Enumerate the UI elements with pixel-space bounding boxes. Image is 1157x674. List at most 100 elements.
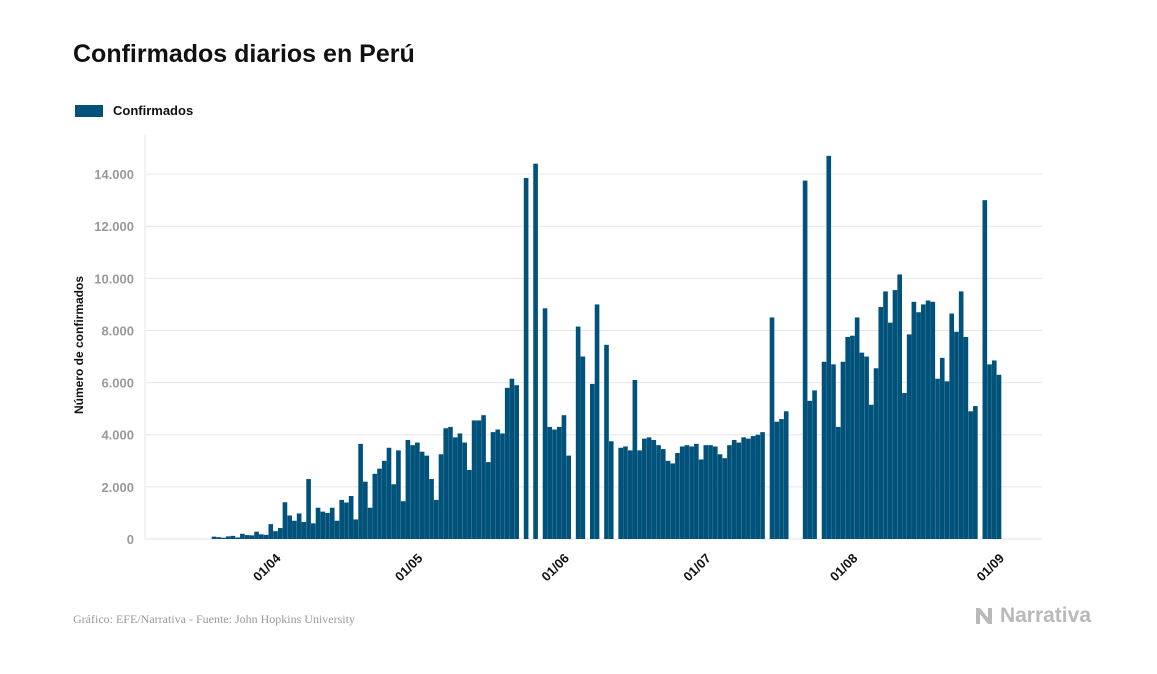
legend-swatch bbox=[75, 104, 103, 117]
bar bbox=[348, 495, 354, 539]
bar bbox=[802, 180, 808, 540]
bar bbox=[996, 374, 1002, 539]
bar bbox=[410, 445, 415, 539]
bar bbox=[249, 535, 255, 539]
source-note: Gráfico: EFE/Narrativa - Fuente: John Ho… bbox=[73, 612, 355, 626]
bar bbox=[552, 429, 557, 539]
bar bbox=[372, 473, 378, 539]
bar bbox=[405, 439, 411, 539]
narrativa-logo-icon bbox=[975, 608, 992, 624]
bar bbox=[381, 460, 387, 539]
y-tick-label: 10.000 bbox=[94, 271, 134, 286]
bar bbox=[665, 460, 671, 539]
bar bbox=[452, 437, 458, 539]
bar bbox=[991, 360, 997, 539]
bar bbox=[878, 307, 884, 539]
bar bbox=[826, 155, 832, 539]
bar bbox=[973, 406, 978, 539]
bar bbox=[590, 383, 595, 539]
bar bbox=[627, 450, 633, 539]
bar bbox=[660, 449, 666, 539]
bar bbox=[575, 326, 581, 539]
bar bbox=[916, 312, 921, 539]
bar bbox=[443, 428, 449, 539]
bar bbox=[277, 528, 283, 539]
bar bbox=[296, 513, 302, 539]
bar bbox=[911, 301, 917, 539]
bar-chart: 0 2.000 4.000 6.000 8.000 10.000 12.000 14.000 N… bbox=[72, 135, 1042, 585]
x-tick-label: 01/06 bbox=[538, 551, 572, 585]
bar bbox=[462, 442, 467, 539]
bar bbox=[230, 535, 236, 539]
bar bbox=[812, 390, 817, 539]
bar bbox=[457, 433, 463, 539]
bar bbox=[561, 415, 567, 539]
bar bbox=[646, 437, 652, 539]
bar bbox=[703, 445, 709, 539]
bar bbox=[840, 361, 846, 539]
bar bbox=[377, 468, 382, 539]
y-tick-label: 4.000 bbox=[101, 428, 134, 443]
bar bbox=[433, 499, 439, 539]
legend: Confirmados bbox=[75, 103, 193, 118]
bar bbox=[282, 502, 288, 539]
bar bbox=[637, 450, 642, 539]
bar bbox=[722, 458, 728, 539]
bar bbox=[958, 291, 964, 539]
bar bbox=[831, 364, 836, 539]
bar bbox=[367, 507, 373, 539]
bar bbox=[221, 537, 226, 539]
bar bbox=[944, 381, 950, 539]
bar bbox=[873, 368, 879, 539]
bar bbox=[258, 534, 264, 539]
bar bbox=[329, 507, 335, 539]
bar bbox=[504, 387, 510, 539]
bar bbox=[320, 511, 326, 539]
bar bbox=[679, 446, 685, 539]
bar bbox=[311, 523, 316, 539]
bar bbox=[769, 317, 775, 539]
bar bbox=[689, 446, 694, 539]
bar bbox=[225, 536, 231, 539]
bar bbox=[850, 335, 855, 539]
y-tick-label: 2.000 bbox=[101, 480, 134, 495]
bar bbox=[835, 426, 841, 539]
bar bbox=[386, 447, 392, 539]
bar bbox=[358, 443, 363, 539]
bar bbox=[954, 331, 959, 539]
bar bbox=[339, 499, 345, 539]
bar bbox=[604, 344, 609, 539]
bar bbox=[301, 522, 307, 539]
bar bbox=[892, 290, 898, 539]
bar bbox=[949, 313, 955, 539]
bar bbox=[854, 317, 860, 539]
bar bbox=[542, 308, 548, 539]
bar bbox=[755, 434, 761, 539]
bar bbox=[500, 433, 505, 539]
bar bbox=[779, 419, 784, 539]
bar bbox=[594, 304, 600, 539]
bar bbox=[244, 535, 250, 539]
bar bbox=[935, 378, 940, 539]
bar bbox=[821, 361, 827, 539]
bar bbox=[292, 520, 297, 539]
bar bbox=[708, 445, 713, 539]
bar bbox=[467, 469, 472, 539]
x-tick-label: 01/08 bbox=[827, 551, 861, 585]
bar bbox=[325, 512, 330, 539]
brand-name: Narrativa bbox=[999, 604, 1091, 627]
bar bbox=[523, 178, 529, 539]
bar bbox=[448, 426, 453, 539]
bar bbox=[533, 163, 538, 540]
bar bbox=[968, 411, 973, 539]
bar bbox=[419, 451, 425, 539]
y-tick-label: 8.000 bbox=[101, 323, 134, 338]
y-axis-title: Número de confirmados bbox=[72, 276, 86, 414]
bar bbox=[741, 437, 746, 539]
bar bbox=[807, 400, 813, 539]
bar bbox=[906, 334, 912, 539]
bar bbox=[698, 459, 704, 539]
bar bbox=[495, 429, 501, 539]
bar bbox=[736, 442, 742, 539]
bar bbox=[887, 322, 893, 539]
